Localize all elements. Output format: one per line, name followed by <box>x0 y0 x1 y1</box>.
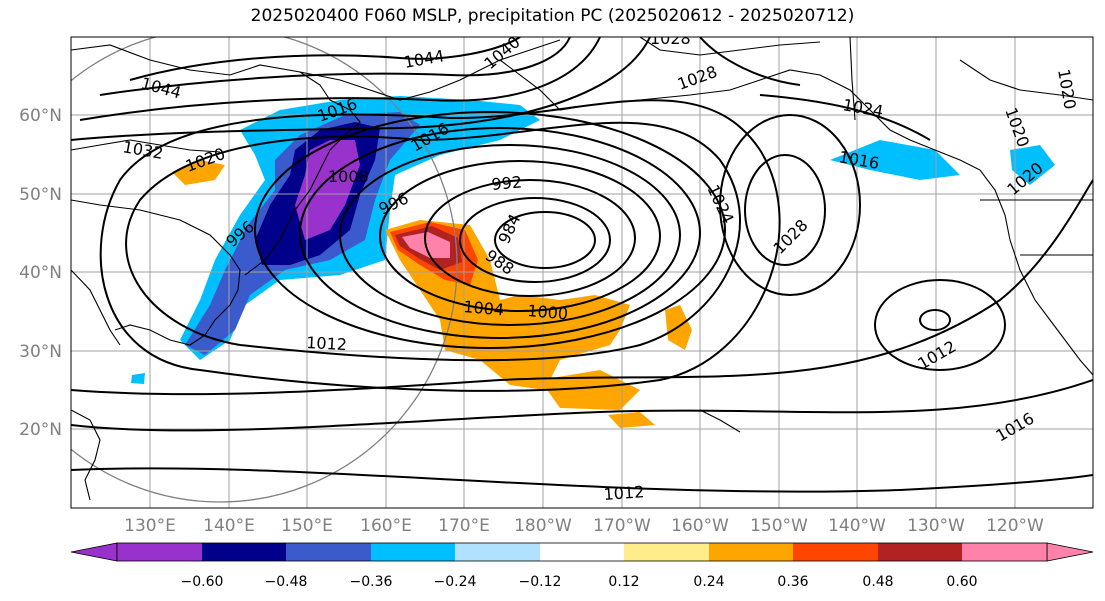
isobar-label: 1028 <box>650 29 691 48</box>
lat-tick-label: 60°N <box>19 106 62 126</box>
high-isobar-1024 <box>719 114 861 296</box>
isobar-1012-south <box>71 467 1093 493</box>
colorbar-extend-right <box>1046 542 1094 562</box>
isobar-1024-north <box>759 94 931 141</box>
lon-tick-label: 140°E <box>203 516 255 536</box>
colorbar-cell <box>286 543 371 561</box>
isobar-1044 <box>129 37 521 81</box>
colorbar-cell <box>117 543 202 561</box>
precip-orange-south <box>540 370 640 410</box>
isobar-1040 <box>99 37 571 96</box>
colorbar-frame <box>116 542 1048 562</box>
lon-tick-label: 160°W <box>671 516 729 536</box>
isobar-1016-south <box>71 379 1093 432</box>
colorbar-cell <box>962 543 1047 561</box>
precip-orange-tail <box>608 412 655 428</box>
lat-tick-label: 20°N <box>19 420 62 440</box>
lon-tick-label: 120°W <box>986 516 1044 536</box>
lon-axis: 130°E 140°E 150°E 160°E 170°E 180°W 170°… <box>124 516 1044 536</box>
isobar-label: 1012 <box>603 482 645 504</box>
isobar-1020 <box>71 179 1093 396</box>
colorbar-tick-label: −0.36 <box>350 574 393 590</box>
grey-range-circle <box>71 37 458 503</box>
lon-tick-label: 180°W <box>514 516 572 536</box>
isobar-1000 <box>339 144 681 326</box>
isobar-1012-north <box>125 121 741 362</box>
colorbar-tick-label: 0.60 <box>946 574 977 590</box>
colorbar-cell <box>202 543 286 561</box>
colorbar-cell <box>793 543 878 561</box>
isobars <box>71 37 1093 493</box>
lon-tick-label: 170°E <box>438 516 490 536</box>
isobar-996 <box>379 160 661 312</box>
isobar-label: 1008 <box>328 167 369 186</box>
colorbar-cell <box>371 543 455 561</box>
colorbar-cell <box>878 543 962 561</box>
precip-orange-west <box>172 160 225 185</box>
lon-tick-label: 130°W <box>907 516 965 536</box>
isobar-label: 1012 <box>306 333 348 354</box>
colorbar-extend-left <box>70 542 118 562</box>
colorbar-labels: −0.60 −0.48 −0.36 −0.24 −0.12 0.12 0.24 … <box>181 574 978 590</box>
colorbar-tick-label: 0.36 <box>777 574 808 590</box>
high-isobar-1028 <box>744 154 826 266</box>
colorbar-cell <box>540 543 624 561</box>
lon-tick-label: 130°E <box>124 516 176 536</box>
colorbar-cell <box>455 543 540 561</box>
precip-small-blue <box>131 373 145 384</box>
lon-tick-label: 140°W <box>828 516 886 536</box>
isobar-1028 <box>699 37 801 86</box>
colorbar-tick-label: 0.12 <box>608 574 639 590</box>
map-frame <box>70 36 1094 509</box>
isobar-label: 1004 <box>463 297 505 319</box>
low-center-isobar-984 <box>494 211 596 269</box>
isobar-1036 <box>79 37 601 121</box>
colorbar-tick-label: −0.48 <box>265 574 308 590</box>
coastlines <box>71 37 1093 501</box>
colorbar-cell <box>709 543 793 561</box>
colorbar-tick-label: 0.24 <box>693 574 724 590</box>
colorbar-cell <box>624 543 709 561</box>
precip-east-blue-1 <box>830 140 960 180</box>
isobar-1004 <box>299 127 701 339</box>
isobar-1008 <box>254 111 726 349</box>
isobar-1032 <box>71 37 651 141</box>
colorbar-tick-label: −0.60 <box>181 574 224 590</box>
lon-tick-label: 150°E <box>281 516 333 536</box>
isobar-label: 992 <box>491 172 523 194</box>
lon-tick-label: 160°E <box>360 516 412 536</box>
map-gridlines <box>71 37 1093 508</box>
high-isobar-1016-east <box>919 309 951 331</box>
lat-tick-label: 50°N <box>19 185 62 205</box>
lon-tick-label: 170°W <box>593 516 651 536</box>
precip-purple <box>295 140 360 240</box>
precip-east-blue-2 <box>1010 145 1055 185</box>
colorbar-tick-label: −0.12 <box>519 574 562 590</box>
map-title: 2025020400 F060 MSLP, precipitation PC (… <box>250 6 855 26</box>
lat-axis: 20°N 30°N 40°N 50°N 60°N <box>19 106 62 440</box>
lat-tick-label: 30°N <box>19 342 62 362</box>
isobar-992 <box>424 179 636 297</box>
lon-tick-label: 150°W <box>750 516 808 536</box>
lat-tick-label: 40°N <box>19 263 62 283</box>
isobar-988 <box>459 197 611 283</box>
colorbar-tick-label: −0.24 <box>434 574 477 590</box>
colorbar-tick-label: 0.48 <box>862 574 893 590</box>
isobar-label: 1000 <box>527 301 569 323</box>
colorbar: −0.60 −0.48 −0.36 −0.24 −0.12 0.12 0.24 … <box>70 542 1094 590</box>
isobar-1016-ring <box>99 99 781 392</box>
high-isobar-1012-east <box>874 279 1006 371</box>
